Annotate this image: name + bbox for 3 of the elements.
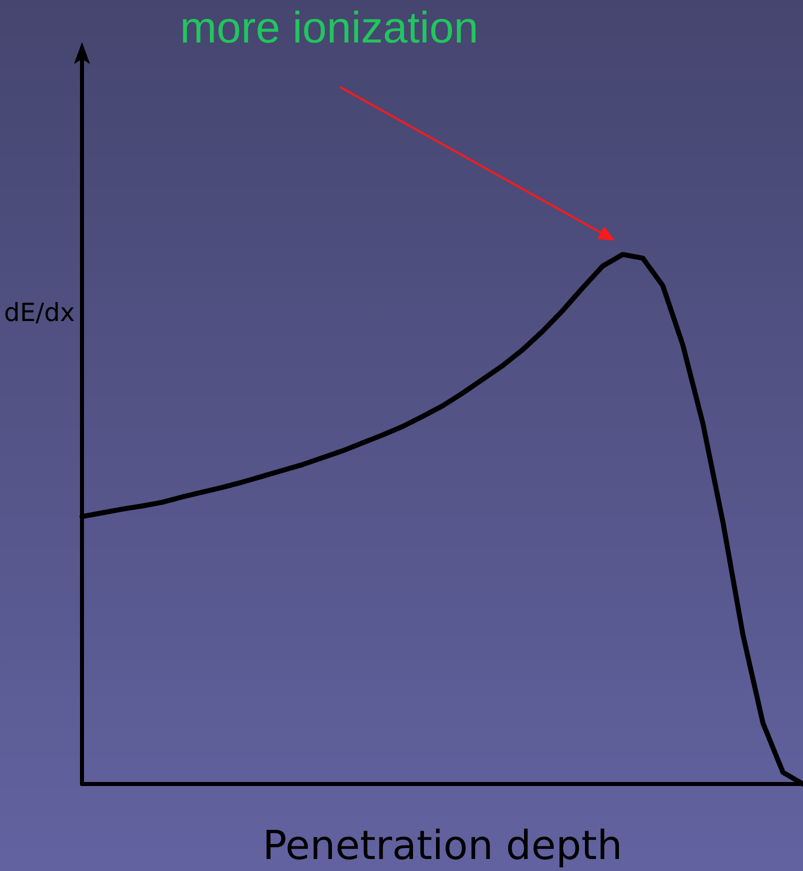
y-axis-title: dE/dx (4, 298, 75, 327)
text: more ionization (180, 4, 478, 52)
x-axis-title: Penetration depth (262, 823, 622, 869)
